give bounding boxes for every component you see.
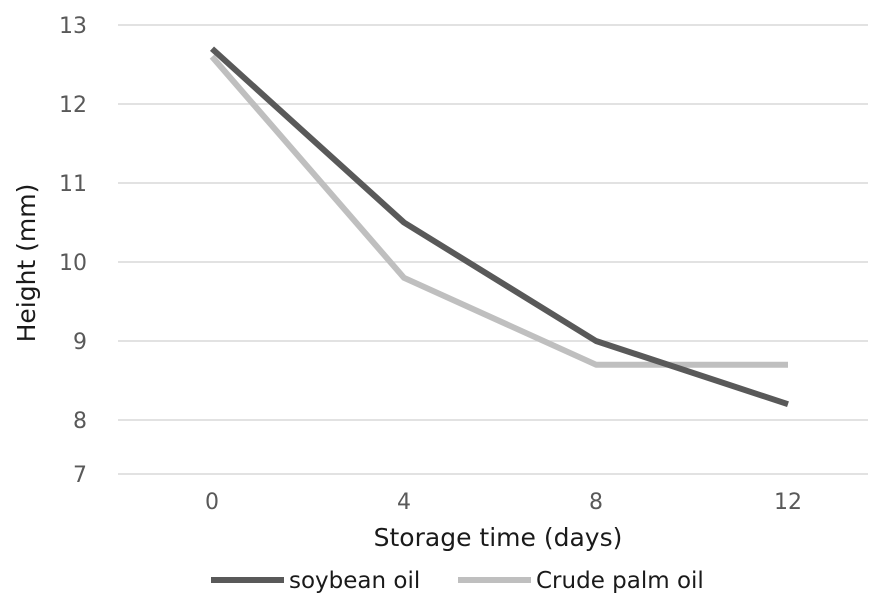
y-tick-label: 11 — [59, 172, 87, 197]
y-tick-label: 12 — [59, 93, 87, 118]
series-line-crude-palm-oil — [209, 54, 788, 368]
y-tick-label: 8 — [73, 409, 87, 434]
gridlines — [118, 24, 868, 475]
series-line-soybean-oil — [209, 46, 789, 408]
legend-label: Crude palm oil — [536, 568, 704, 594]
x-tick-label: 0 — [205, 490, 219, 515]
x-tick-labels: 0 4 8 12 — [205, 490, 802, 515]
y-tick-labels: 13 12 11 10 9 8 7 — [59, 14, 87, 488]
legend: soybean oil Crude palm oil — [211, 568, 704, 594]
x-axis-title: Storage time (days) — [374, 523, 623, 552]
x-tick-label: 12 — [774, 490, 802, 515]
y-tick-label: 7 — [73, 463, 87, 488]
y-tick-label: 10 — [59, 251, 87, 276]
y-axis-title: Height (mm) — [12, 184, 41, 343]
legend-label: soybean oil — [289, 568, 420, 594]
y-tick-label: 13 — [59, 14, 87, 39]
x-tick-label: 4 — [397, 490, 411, 515]
series-lines — [209, 46, 789, 408]
y-tick-label: 9 — [73, 330, 87, 355]
x-tick-label: 8 — [589, 490, 603, 515]
